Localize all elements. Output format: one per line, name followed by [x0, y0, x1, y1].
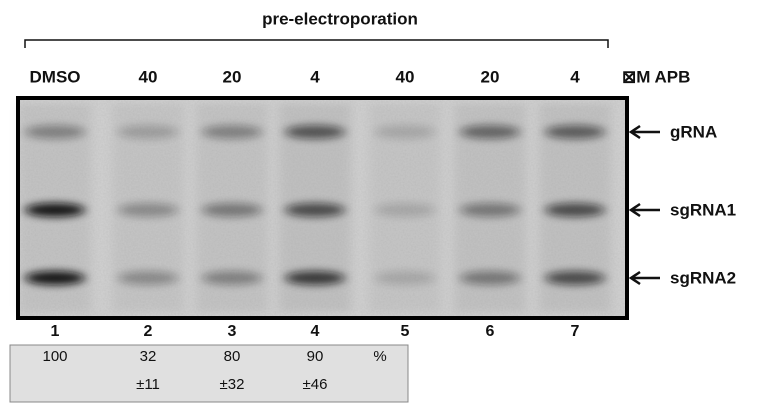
band: [285, 203, 345, 217]
band: [285, 271, 345, 285]
arrow: [628, 124, 660, 140]
lane-label: 20: [223, 67, 242, 86]
lane-number: 7: [571, 323, 580, 340]
lane-label: 4: [570, 67, 580, 86]
band: [202, 125, 262, 139]
lane-number: 2: [144, 323, 153, 340]
lane-number: 6: [486, 323, 495, 340]
band-label: gRNA: [670, 122, 717, 141]
bracket: [24, 39, 609, 48]
band: [202, 203, 262, 217]
arrow: [628, 202, 660, 218]
table-error: ±11: [136, 376, 160, 393]
title: pre-electroporation: [262, 9, 418, 28]
table-value: 32: [140, 348, 157, 365]
band: [25, 271, 85, 285]
band-label: sgRNA1: [670, 200, 736, 219]
band: [118, 271, 178, 285]
lane-label: 40: [139, 67, 158, 86]
band: [285, 125, 345, 139]
lane-number: 4: [311, 323, 320, 340]
band: [375, 271, 435, 285]
band: [545, 271, 605, 285]
lane-number: 5: [401, 323, 410, 340]
band: [375, 203, 435, 217]
lane-label: DMSO: [30, 67, 81, 86]
lane-label: 20: [481, 67, 500, 86]
band: [375, 125, 435, 139]
band: [460, 271, 520, 285]
band-label: sgRNA2: [670, 268, 736, 287]
lane-number: 1: [51, 323, 60, 340]
unit-label: ⊠M APB: [622, 67, 690, 86]
band: [118, 125, 178, 139]
band: [25, 125, 85, 139]
band: [202, 271, 262, 285]
band: [545, 125, 605, 139]
table-value: 100: [42, 348, 67, 365]
band: [460, 203, 520, 217]
band: [460, 125, 520, 139]
band: [118, 203, 178, 217]
lane-number: 3: [228, 323, 237, 340]
band: [25, 203, 85, 217]
gel-border: [16, 96, 629, 320]
table-value: 80: [224, 348, 241, 365]
gel: [18, 98, 627, 318]
table-box: [9, 344, 409, 403]
lane-label: 4: [310, 67, 320, 86]
table-error: ±46: [303, 376, 328, 393]
table-unit: %: [373, 348, 386, 365]
table-error: ±32: [220, 376, 245, 393]
table-value: 90: [307, 348, 324, 365]
lane-label: 40: [396, 67, 415, 86]
band: [545, 203, 605, 217]
arrow: [628, 270, 660, 286]
